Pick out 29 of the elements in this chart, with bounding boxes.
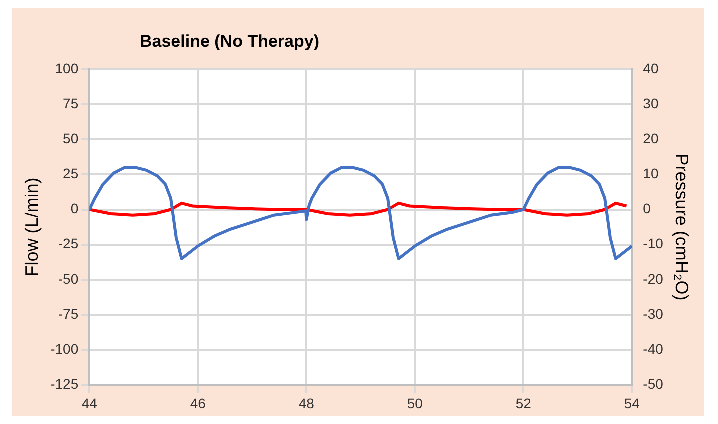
y-axis-title: Flow (L/min) [22,178,42,277]
y-tick-label: 100 [55,60,79,76]
x-tick-label: 44 [82,395,98,412]
y2-tick-label: 40 [643,60,659,76]
y2-axis-title: Pressure (cmH₂O) [672,154,692,301]
y-tick-label: -125 [50,376,79,392]
y2-tick-label: 30 [643,95,659,112]
y2-tick-label: 20 [643,130,659,146]
x-tick-label: 54 [624,395,640,412]
x-tick-label: 48 [298,395,315,412]
chart-title: Baseline (No Therapy) [140,32,320,52]
y2-tick-label: -50 [643,376,664,392]
y2-tick-label: -40 [643,340,664,357]
y-tick-label: 25 [63,166,79,182]
x-tick-label: 46 [190,395,206,412]
y2-tick-label: 0 [643,200,652,217]
y2-tick-label: -10 [643,236,664,252]
y-tick-label: -50 [58,270,79,287]
y2-tick-label: 10 [643,166,659,182]
y2-tick-label: -30 [643,306,664,322]
x-tick-label: 50 [407,395,424,412]
y-tick-label: -25 [58,236,79,252]
y-tick-label: 75 [63,95,79,112]
y-tick-label: -75 [58,306,79,322]
y-tick-label: -100 [50,340,79,357]
y2-tick-label: -20 [643,270,664,287]
y-tick-label: 0 [70,200,79,217]
x-tick-label: 52 [516,395,532,412]
y-tick-label: 50 [63,130,79,146]
